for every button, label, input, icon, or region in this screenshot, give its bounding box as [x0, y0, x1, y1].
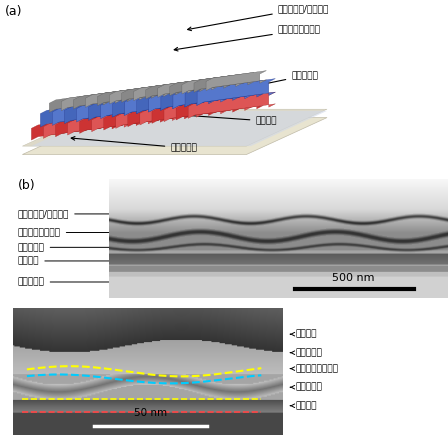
Polygon shape — [43, 112, 131, 138]
Polygon shape — [194, 72, 254, 92]
Polygon shape — [128, 100, 215, 127]
Polygon shape — [161, 84, 239, 110]
Polygon shape — [104, 104, 191, 130]
Polygon shape — [164, 95, 251, 122]
Polygon shape — [31, 111, 327, 146]
Polygon shape — [149, 85, 227, 112]
Polygon shape — [22, 118, 327, 155]
Polygon shape — [89, 94, 167, 120]
Polygon shape — [101, 92, 179, 119]
Polygon shape — [65, 97, 143, 124]
Polygon shape — [98, 86, 158, 106]
Text: 半導体ポリマー層: 半導体ポリマー層 — [18, 228, 118, 237]
Polygon shape — [40, 100, 119, 127]
Text: 透明電極: 透明電極 — [174, 113, 277, 126]
Text: 透明電極: 透明電極 — [290, 401, 317, 410]
Polygon shape — [125, 89, 203, 115]
Polygon shape — [170, 76, 230, 95]
Text: 電子輸送層: 電子輸送層 — [290, 383, 323, 392]
Polygon shape — [68, 109, 155, 135]
Text: 正孔注入層/上部電極: 正孔注入層/上部電極 — [188, 4, 329, 30]
Text: (a): (a) — [4, 5, 22, 18]
Polygon shape — [52, 99, 131, 126]
Polygon shape — [173, 82, 251, 109]
Polygon shape — [73, 89, 134, 109]
Polygon shape — [116, 102, 203, 128]
Text: (c): (c) — [18, 308, 34, 320]
Text: 電子輸送層: 電子輸送層 — [228, 71, 318, 92]
Polygon shape — [152, 97, 239, 123]
Text: 正孔注入層/上部電極: 正孔注入層/上部電極 — [18, 210, 118, 218]
Text: (b): (b) — [18, 179, 35, 192]
Polygon shape — [49, 92, 110, 112]
Polygon shape — [110, 84, 170, 104]
Polygon shape — [197, 79, 276, 105]
Polygon shape — [77, 95, 155, 122]
Text: 正孔注入層: 正孔注入層 — [290, 348, 323, 357]
Polygon shape — [122, 82, 182, 103]
Polygon shape — [56, 110, 143, 137]
Polygon shape — [146, 79, 206, 99]
Polygon shape — [31, 114, 119, 140]
Text: 超薄型基板: 超薄型基板 — [18, 278, 118, 286]
Polygon shape — [176, 94, 263, 120]
Text: 電子輸送層: 電子輸送層 — [18, 243, 118, 252]
Polygon shape — [86, 88, 146, 107]
Text: 半導体ポリマー層: 半導体ポリマー層 — [290, 364, 339, 373]
Polygon shape — [113, 90, 191, 117]
Polygon shape — [206, 71, 267, 91]
Polygon shape — [80, 107, 167, 133]
Text: 超薄型基板: 超薄型基板 — [71, 137, 197, 152]
Polygon shape — [185, 80, 263, 107]
Polygon shape — [182, 74, 242, 94]
Polygon shape — [140, 99, 227, 125]
Polygon shape — [158, 77, 218, 97]
Polygon shape — [188, 92, 276, 118]
Text: 半導体ポリマー層: 半導体ポリマー層 — [174, 26, 321, 51]
Polygon shape — [92, 106, 179, 132]
Text: 透明電極: 透明電極 — [18, 256, 118, 266]
Polygon shape — [134, 80, 194, 101]
Polygon shape — [22, 109, 327, 146]
Polygon shape — [137, 87, 215, 114]
Polygon shape — [61, 91, 122, 111]
Text: 上部電極: 上部電極 — [290, 330, 317, 339]
